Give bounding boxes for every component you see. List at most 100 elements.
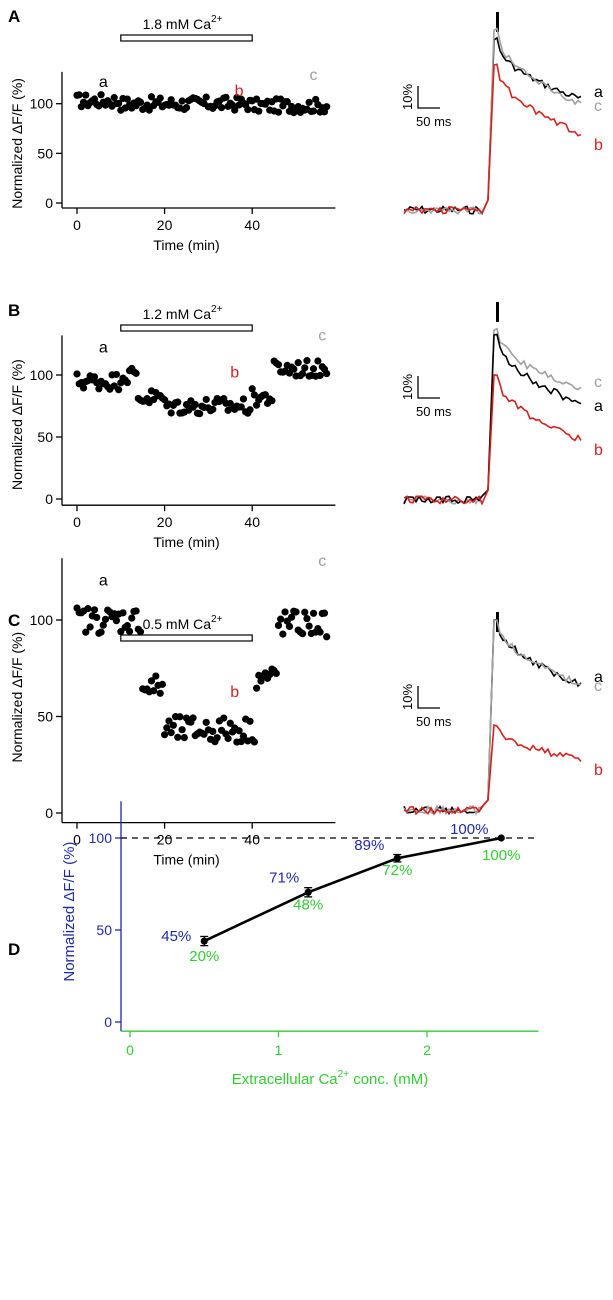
data-point: [268, 397, 276, 405]
y-tick-label: 50: [37, 145, 53, 161]
data-point: [222, 93, 230, 101]
data-point: [301, 364, 309, 372]
scale-bar-x-label: 50 ms: [416, 114, 452, 129]
x-tick-label: 2: [423, 1042, 431, 1058]
condition-bar: [120, 34, 253, 42]
scale-bar-y-label: 10%: [400, 84, 415, 110]
point-label-a: a: [99, 340, 108, 357]
data-point: [220, 714, 228, 722]
data-point: [147, 93, 156, 101]
data-point: [150, 687, 158, 695]
x-axis-label: Extracellular Ca2+ conc. (mM): [232, 1069, 428, 1088]
panel-a: 0 50 100 0 20 40 Time (min) Normalized ΔF/F (%)…: [9, 12, 603, 253]
data-point: [178, 97, 186, 105]
data-point: [274, 621, 283, 630]
x-tick-label: 20: [157, 514, 173, 530]
x-tick-label: 40: [244, 514, 260, 530]
data-point: [97, 91, 105, 99]
condition-bar: [120, 634, 253, 642]
data-point: [174, 398, 182, 406]
x-axis-label: Time (min): [153, 852, 219, 868]
data-point: [79, 384, 88, 392]
data-point: [246, 406, 254, 414]
data-point: [217, 104, 226, 112]
label-blue: 89%: [354, 837, 384, 854]
data-point: [115, 99, 123, 108]
trace-c: [403, 619, 582, 816]
data-point: [123, 622, 131, 630]
data-point: [285, 622, 294, 630]
data-point: [309, 365, 318, 373]
data-point: [145, 106, 153, 114]
data-point: [75, 91, 83, 99]
data-point: [163, 724, 171, 732]
condition-label: 1.8 mM Ca2+: [143, 14, 223, 32]
trace-label-c: c: [594, 374, 602, 391]
data-point: [290, 365, 298, 373]
data-point: [209, 405, 217, 413]
data-point: [252, 95, 261, 103]
data-point: [161, 731, 169, 739]
y-tick-label: 100: [30, 612, 54, 628]
trace-label-b: b: [594, 137, 603, 154]
y-tick-label: 0: [104, 1014, 112, 1030]
data-point: [110, 94, 118, 102]
data-point: [320, 609, 329, 617]
x-axis-label: Time (min): [153, 237, 219, 253]
label-blue: 71%: [269, 869, 299, 886]
data-point: [117, 628, 125, 636]
data-point: [169, 721, 177, 729]
data-point: [239, 395, 248, 403]
data-point: [90, 373, 99, 381]
data-point: [279, 630, 287, 638]
data-point: [294, 359, 302, 367]
panel-letter-d: D: [8, 940, 20, 959]
data-point: [305, 98, 313, 106]
data-point: [200, 730, 208, 738]
trace-label-c: c: [594, 98, 602, 115]
data-point: [174, 733, 182, 741]
data-point: [165, 717, 173, 725]
data-point: [136, 628, 145, 636]
trace-label-a: a: [594, 669, 603, 686]
data-point: [288, 613, 296, 621]
x-tick-label: 1: [275, 1042, 283, 1058]
scale-bar: [417, 86, 440, 109]
data-point: [202, 718, 210, 726]
data-point: [123, 95, 131, 103]
data-point: [497, 834, 505, 842]
data-point: [128, 614, 136, 622]
data-point: [156, 94, 164, 102]
label-green: 20%: [189, 948, 219, 965]
y-tick-label: 50: [37, 709, 53, 725]
trace-b: [403, 63, 582, 215]
data-point: [95, 385, 103, 393]
point-label-c: c: [318, 553, 326, 570]
trace-b: [403, 374, 582, 506]
y-axis-label: Normalized ΔF/F (%): [9, 78, 25, 209]
trace-label-b: b: [594, 762, 603, 779]
data-point: [82, 91, 90, 99]
label-green: 72%: [382, 862, 412, 879]
data-point: [250, 391, 258, 399]
x-tick-label: 0: [126, 1042, 134, 1058]
data-point: [224, 734, 232, 743]
condition-label: 1.2 mM Ca2+: [143, 304, 223, 322]
data-point: [298, 630, 307, 638]
data-point: [182, 103, 191, 112]
trace-label-a: a: [594, 398, 603, 415]
y-tick-label: 0: [45, 195, 53, 211]
scale-bar-x-label: 50 ms: [416, 404, 452, 419]
data-point: [86, 623, 94, 631]
scale-bar: [417, 376, 440, 399]
data-point: [200, 937, 208, 945]
stimulus-marker: [496, 302, 499, 322]
data-point: [314, 357, 322, 365]
data-point: [99, 621, 107, 629]
point-label-a: a: [99, 572, 108, 589]
x-tick-label: 40: [244, 832, 260, 848]
data-point: [303, 614, 311, 623]
y-tick-label: 0: [45, 805, 53, 821]
data-point: [281, 608, 289, 616]
data-point: [323, 103, 331, 111]
